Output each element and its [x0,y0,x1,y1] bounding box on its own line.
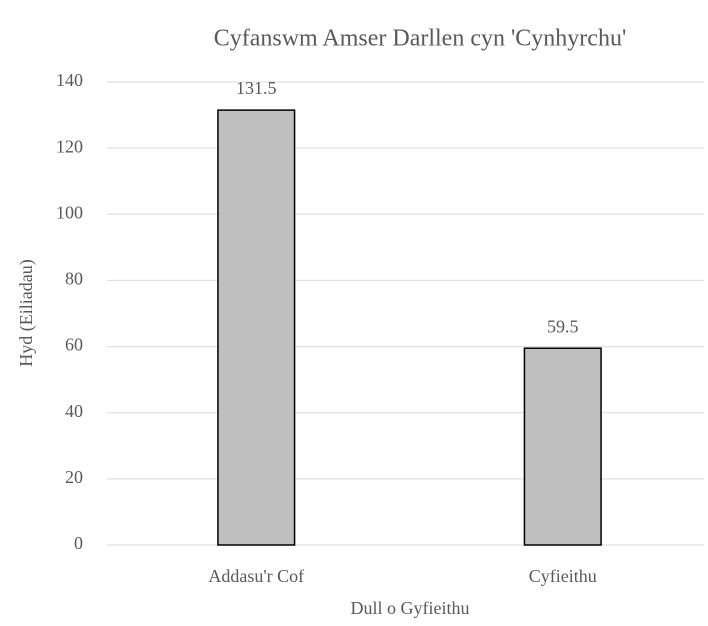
chart-title: Cyfanswm Amser Darllen cyn 'Cynhyrchu' [214,26,627,52]
bar [523,347,602,546]
x-axis-label: Dull o Gyfieithu [351,598,470,618]
data-label: 59.5 [547,316,579,336]
y-tick-label: 0 [74,533,83,553]
y-axis-label: Hyd (Eiliadau) [16,259,37,366]
bar [217,109,296,546]
y-tick-label: 60 [65,335,83,355]
x-tick-label: Cyfieithu [529,566,597,586]
y-tick-label: 100 [56,202,83,222]
y-tick-label: 20 [65,467,83,487]
y-tick-label: 140 [56,70,83,90]
y-tick-label: 40 [65,401,83,421]
x-tick-label: Addasu'r Cof [208,566,304,586]
y-tick-label: 80 [65,269,83,289]
y-tick-label: 120 [56,136,83,156]
data-label: 131.5 [236,78,277,98]
